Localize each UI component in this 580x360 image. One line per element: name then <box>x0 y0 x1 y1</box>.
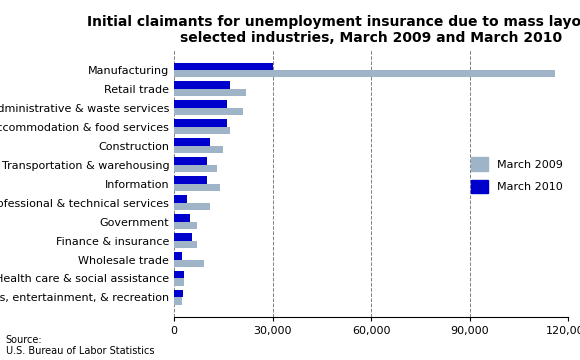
Bar <box>174 63 273 70</box>
Bar <box>174 139 210 146</box>
Bar <box>174 297 182 305</box>
Text: Source:
U.S. Bureau of Labor Statistics: Source: U.S. Bureau of Labor Statistics <box>6 335 154 356</box>
Bar <box>174 100 227 108</box>
Bar <box>174 81 230 89</box>
Bar <box>174 195 187 203</box>
Title: Initial claimants for unemployment insurance due to mass layoff events,
selected: Initial claimants for unemployment insur… <box>86 15 580 45</box>
Bar <box>174 108 243 115</box>
Bar <box>174 70 555 77</box>
Bar <box>174 203 210 210</box>
Bar <box>174 157 207 165</box>
Bar <box>174 176 207 184</box>
Bar <box>174 233 192 240</box>
Bar <box>174 184 220 191</box>
Bar <box>174 127 230 134</box>
Bar <box>174 89 246 96</box>
Legend: March 2009, March 2010: March 2009, March 2010 <box>472 157 563 193</box>
Bar <box>174 240 197 248</box>
Bar <box>174 279 184 286</box>
Bar <box>174 271 184 279</box>
Bar <box>174 252 182 260</box>
Bar <box>174 214 190 221</box>
Bar <box>174 165 217 172</box>
Bar <box>174 146 223 153</box>
Bar <box>174 290 183 297</box>
Bar <box>174 120 227 127</box>
Bar <box>174 221 197 229</box>
Bar <box>174 260 204 267</box>
